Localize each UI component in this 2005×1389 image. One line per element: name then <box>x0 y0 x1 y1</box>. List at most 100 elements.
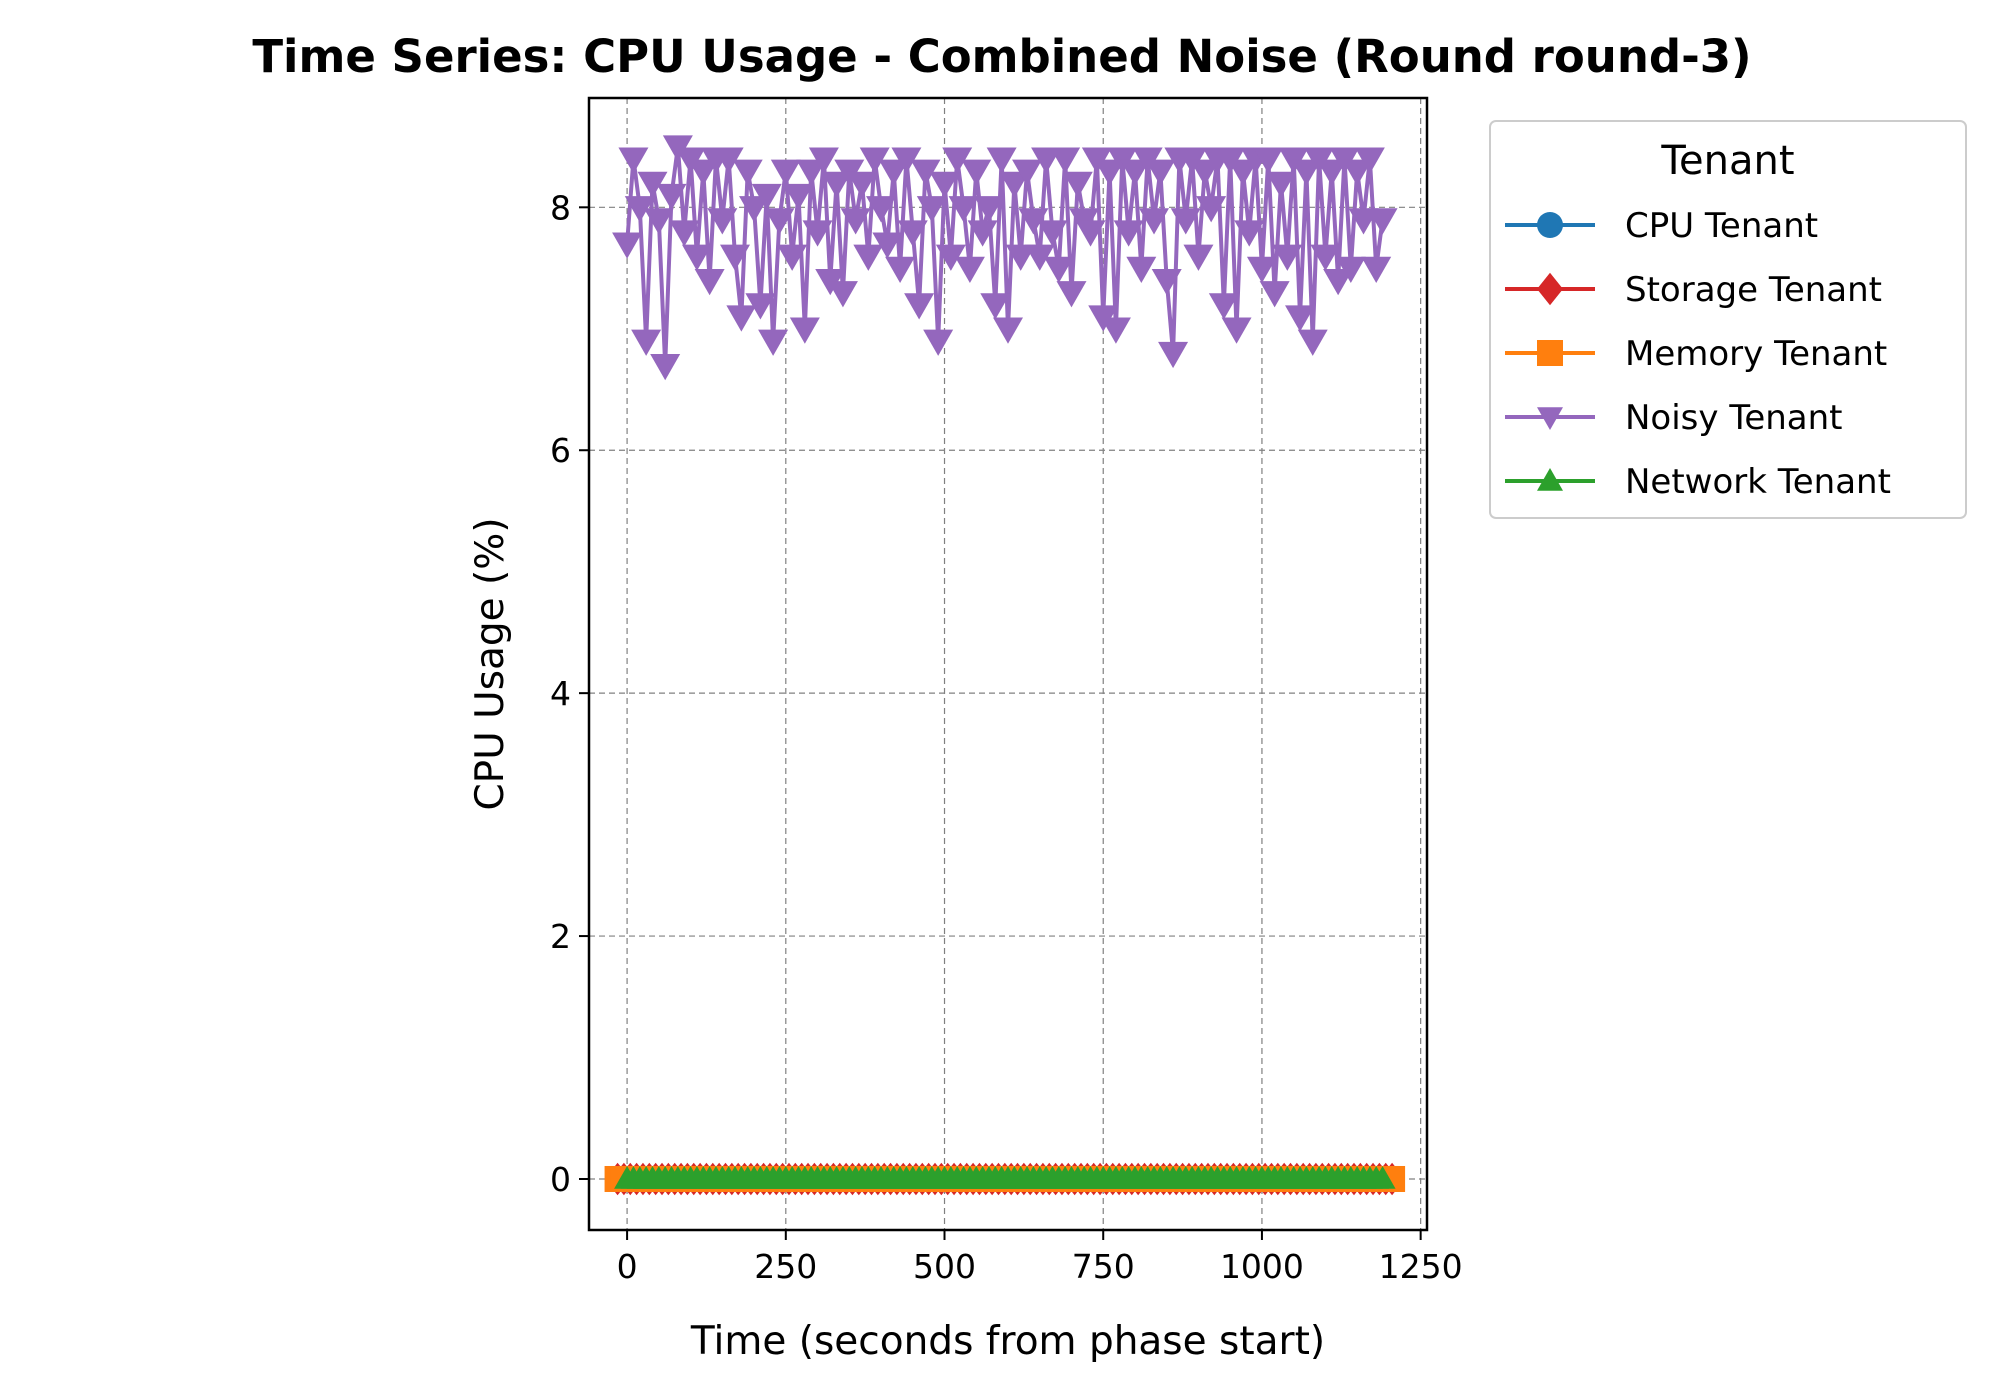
data-point <box>1335 256 1366 284</box>
data-point <box>1196 196 1227 223</box>
data-point <box>624 196 655 223</box>
legend-title: Tenant <box>1660 138 1794 184</box>
data-point <box>720 244 751 271</box>
data-point <box>808 147 839 174</box>
data-point <box>726 305 757 332</box>
legend-item: Network Tenant <box>1505 462 1891 502</box>
data-point <box>1012 159 1043 186</box>
data-point <box>904 293 935 320</box>
data-point <box>669 220 700 247</box>
data-point <box>732 159 763 186</box>
data-point <box>935 244 966 271</box>
data-point <box>1310 244 1341 271</box>
data-point <box>821 171 852 199</box>
data-point <box>1158 341 1189 369</box>
data-point <box>764 208 795 235</box>
data-point <box>827 281 858 308</box>
x-tick-label: 1250 <box>1379 1247 1463 1286</box>
legend-item: Noisy Tenant <box>1505 398 1843 438</box>
grid <box>589 98 1427 1230</box>
data-point <box>980 293 1011 320</box>
data-point <box>1119 159 1150 186</box>
data-point <box>688 159 719 186</box>
series-network-tenant <box>614 1165 1396 1189</box>
chart-title: Time Series: CPU Usage - Combined Noise … <box>252 30 1751 83</box>
data-point <box>1005 244 1036 271</box>
x-axis: 0 250 500 750 1000 1250 <box>617 1230 1463 1286</box>
data-point <box>751 183 782 211</box>
data-point <box>1056 281 1087 308</box>
legend-item: Storage Tenant <box>1505 270 1882 310</box>
data-point <box>1113 220 1144 247</box>
y-tick-label: 0 <box>550 1160 571 1199</box>
data-point <box>1145 159 1176 186</box>
data-point <box>897 220 928 247</box>
data-point <box>878 159 909 186</box>
data-point <box>777 244 808 271</box>
data-point <box>1139 208 1170 235</box>
data-point <box>656 183 687 211</box>
data-point <box>1265 171 1296 199</box>
data-point <box>1348 208 1379 235</box>
data-point <box>1050 147 1081 174</box>
data-point <box>1246 256 1277 284</box>
data-point <box>650 353 681 381</box>
data-point <box>986 147 1017 174</box>
data-point <box>948 196 979 223</box>
data-point <box>961 159 992 186</box>
data-point <box>993 317 1023 344</box>
x-tick-label: 500 <box>913 1247 976 1286</box>
plot-area <box>604 135 1406 1196</box>
data-point <box>770 159 801 186</box>
legend-box <box>1489 120 1967 519</box>
data-point <box>707 208 738 235</box>
legend-marker <box>1537 407 1563 430</box>
data-point <box>1024 244 1055 271</box>
data-point <box>942 147 973 174</box>
data-point <box>1037 220 1068 247</box>
data-point <box>637 171 668 199</box>
data-point <box>923 329 954 356</box>
data-point <box>1316 159 1347 186</box>
data-point <box>758 329 789 356</box>
data-point <box>694 268 725 296</box>
data-point <box>1253 147 1284 174</box>
legend-item: CPU Tenant <box>1505 206 1818 246</box>
data-point <box>1234 220 1265 247</box>
data-point <box>1221 317 1252 344</box>
x-tick-label: 0 <box>617 1247 638 1286</box>
data-point <box>643 208 674 235</box>
y-tick-label: 2 <box>550 917 571 956</box>
data-point <box>840 208 871 235</box>
legend-marker <box>1537 468 1563 491</box>
data-point <box>1100 317 1131 344</box>
legend-item: Memory Tenant <box>1505 334 1887 374</box>
data-point <box>789 317 820 344</box>
data-point <box>631 329 662 356</box>
legend-label: Noisy Tenant <box>1625 398 1843 438</box>
data-point <box>999 171 1030 199</box>
data-point <box>1018 208 1049 235</box>
legend-label: Memory Tenant <box>1625 334 1887 374</box>
legend-label: Storage Tenant <box>1625 270 1882 310</box>
data-point <box>1297 329 1328 356</box>
y-axis: 0 2 4 6 8 <box>550 188 589 1199</box>
y-tick-label: 6 <box>550 431 571 470</box>
data-point <box>973 196 1004 223</box>
data-point <box>929 171 960 199</box>
y-tick-label: 8 <box>550 188 571 227</box>
data-point <box>1259 281 1290 308</box>
data-point <box>859 147 890 174</box>
legend-marker <box>1537 340 1563 366</box>
data-point <box>910 159 941 186</box>
data-point <box>846 171 877 199</box>
data-point <box>1126 256 1157 284</box>
data-point <box>1075 220 1106 247</box>
data-point <box>745 293 776 320</box>
data-point <box>1208 293 1239 320</box>
legend-marker <box>1537 272 1563 306</box>
data-point <box>618 147 649 174</box>
x-tick-label: 250 <box>754 1247 817 1286</box>
data-point <box>1183 244 1214 271</box>
